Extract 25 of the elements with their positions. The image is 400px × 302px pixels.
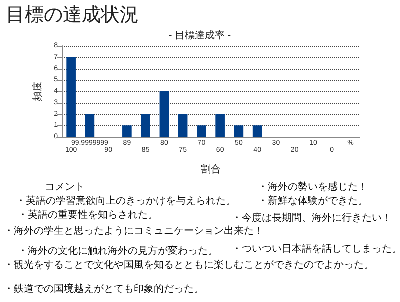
bar [66,57,76,137]
text: コメント [45,182,85,194]
text: ・海外の勢いを感じた！ [258,182,368,194]
bar [234,126,244,137]
text: ・英語の学習意欲向上のきっかけを与えられた。 [16,196,236,208]
bar [178,114,188,137]
text: ・英語の重要性を知らされた。 [18,210,158,222]
bar [216,114,225,137]
y-axis-title: 頻度 [32,82,44,102]
text: ・ついつい日本語を話してしまった。 [232,244,400,256]
text: ・海外の学生と思ったようにコミュニケーション出来た！ [4,226,264,238]
text: ・観光をすることで文化や国風を知るとともに楽しむことができたのでよかった。 [4,260,374,272]
x-axis-title: 割合 [201,164,221,176]
text: ・鉄道での国境越えがとても印象的だった。 [4,284,204,296]
bar [160,92,170,137]
bar [197,126,206,137]
text: ・今度は長期間、海外に行きたい！ [232,213,392,225]
text: ・海外の文化に触れ海外の見方が変わった。 [18,246,218,258]
bar [122,126,132,137]
chart-subtitle: - 目標達成率 - [168,30,232,42]
bar [85,114,95,137]
bar [141,114,150,137]
bar [252,126,262,137]
text: ・新鮮な体験ができた。 [258,196,368,208]
chart-title: 目標の達成状況 [6,3,139,28]
